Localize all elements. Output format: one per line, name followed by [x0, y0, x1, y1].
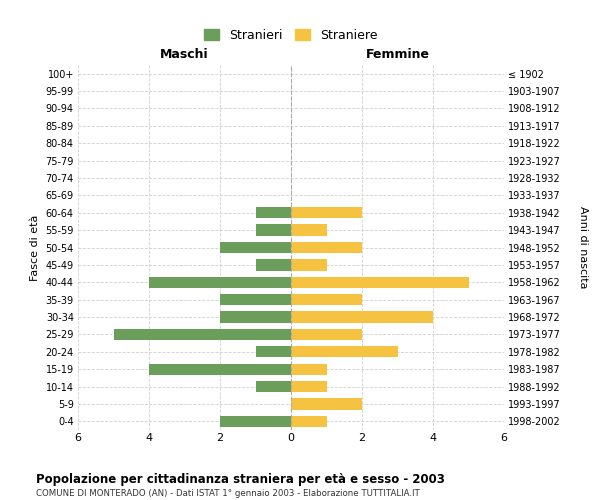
- Bar: [291, 346, 398, 358]
- Text: COMUNE DI MONTERADO (AN) - Dati ISTAT 1° gennaio 2003 - Elaborazione TUTTITALIA.: COMUNE DI MONTERADO (AN) - Dati ISTAT 1°…: [36, 489, 420, 498]
- Bar: [256, 259, 291, 270]
- Bar: [291, 207, 362, 218]
- Bar: [256, 207, 291, 218]
- Bar: [256, 381, 291, 392]
- Bar: [220, 242, 291, 253]
- Bar: [291, 416, 326, 427]
- Bar: [291, 276, 469, 288]
- Bar: [291, 242, 362, 253]
- Bar: [291, 381, 326, 392]
- Bar: [220, 312, 291, 322]
- Legend: Stranieri, Straniere: Stranieri, Straniere: [199, 24, 383, 47]
- Bar: [113, 329, 291, 340]
- Bar: [220, 294, 291, 306]
- Bar: [291, 329, 362, 340]
- Bar: [291, 312, 433, 322]
- Bar: [291, 364, 326, 375]
- Y-axis label: Fasce di età: Fasce di età: [30, 214, 40, 280]
- Bar: [220, 416, 291, 427]
- Y-axis label: Anni di nascita: Anni di nascita: [578, 206, 588, 289]
- Bar: [256, 224, 291, 236]
- Bar: [256, 346, 291, 358]
- Bar: [149, 364, 291, 375]
- Bar: [291, 259, 326, 270]
- Bar: [149, 276, 291, 288]
- Text: Maschi: Maschi: [160, 48, 209, 62]
- Text: Femmine: Femmine: [365, 48, 430, 62]
- Bar: [291, 398, 362, 409]
- Bar: [291, 294, 362, 306]
- Text: Popolazione per cittadinanza straniera per età e sesso - 2003: Popolazione per cittadinanza straniera p…: [36, 472, 445, 486]
- Bar: [291, 224, 326, 236]
